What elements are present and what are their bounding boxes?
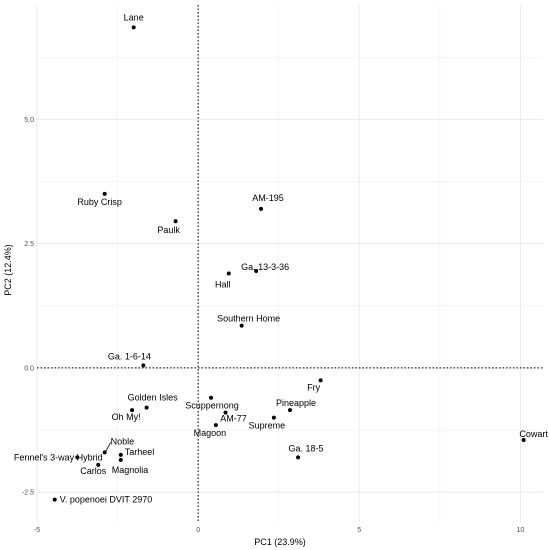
y-tick-label: 5.0 — [24, 117, 34, 124]
point-label: Magoon — [194, 428, 227, 438]
data-point — [254, 268, 259, 273]
axis-ticks: -5 0 5 10 -2.5 0.0 2.5 5.0 — [22, 117, 524, 534]
x-tick-label: 10 — [517, 527, 525, 534]
point-label: AM-77 — [220, 414, 247, 424]
data-point — [52, 497, 57, 502]
data-point — [258, 206, 263, 211]
data-point — [131, 25, 136, 30]
data-point — [118, 457, 123, 462]
point-label: Noble — [111, 436, 135, 446]
data-point — [318, 378, 323, 383]
data-point — [226, 271, 231, 276]
point-label: Southern Home — [217, 314, 280, 324]
data-point — [288, 408, 292, 413]
y-axis-title: PC2 (12.4%) — [3, 244, 13, 296]
point-label: Golden Isles — [128, 393, 179, 403]
y-tick-label: -2.5 — [22, 490, 34, 497]
point-label: Ga. 18-5 — [289, 443, 324, 453]
y-tick-label: 0.0 — [24, 365, 34, 372]
x-tick-label: -5 — [34, 527, 40, 534]
point-label: Paulk — [157, 225, 180, 235]
data-point — [96, 462, 101, 467]
data-point — [102, 191, 107, 196]
data-point — [173, 219, 178, 224]
y-tick-label: 2.5 — [24, 241, 34, 248]
point-label: Ruby Crisp — [77, 197, 122, 207]
data-point — [141, 363, 146, 368]
point-label: Hall — [215, 279, 231, 289]
point-label: Supreme — [249, 421, 286, 431]
point-label: Magnolia — [112, 465, 149, 475]
point-labels: Lane Ruby Crisp Paulk AM-195 Ga. 13-3-36 Hall… — [14, 12, 549, 504]
label-leader-line — [105, 442, 112, 452]
data-point — [75, 455, 80, 460]
point-label: Fennel's 3-way Hybrid — [14, 452, 103, 462]
data-point — [118, 452, 123, 457]
data-point — [144, 405, 149, 410]
point-label: Fry — [307, 382, 320, 392]
x-tick-label: 0 — [196, 527, 200, 534]
point-label: Ga. 1-6-14 — [108, 351, 151, 361]
point-label: AM-195 — [252, 193, 284, 203]
data-point — [271, 415, 276, 420]
data-points — [52, 25, 526, 502]
data-point — [521, 437, 526, 442]
data-point — [296, 455, 301, 460]
data-point — [209, 395, 214, 400]
reference-lines — [37, 5, 543, 522]
x-tick-label: 5 — [357, 527, 361, 534]
point-label: Lane — [124, 12, 144, 22]
point-label: Ga. 13-3-36 — [241, 262, 289, 272]
point-label: V. popenoei DVIT 2970 — [60, 495, 153, 505]
point-label: Pineapple — [276, 398, 316, 408]
data-point — [130, 408, 135, 413]
data-point — [213, 423, 218, 428]
data-point — [223, 410, 228, 415]
x-axis-title: PC1 (23.9%) — [254, 537, 306, 547]
point-label: Cowart — [519, 429, 548, 439]
point-label: Carlos — [80, 466, 107, 476]
point-label: Oh My! — [112, 412, 141, 422]
point-label: Scuppernong — [185, 401, 239, 411]
point-label: Tarheel — [125, 447, 155, 457]
data-point — [239, 323, 244, 328]
